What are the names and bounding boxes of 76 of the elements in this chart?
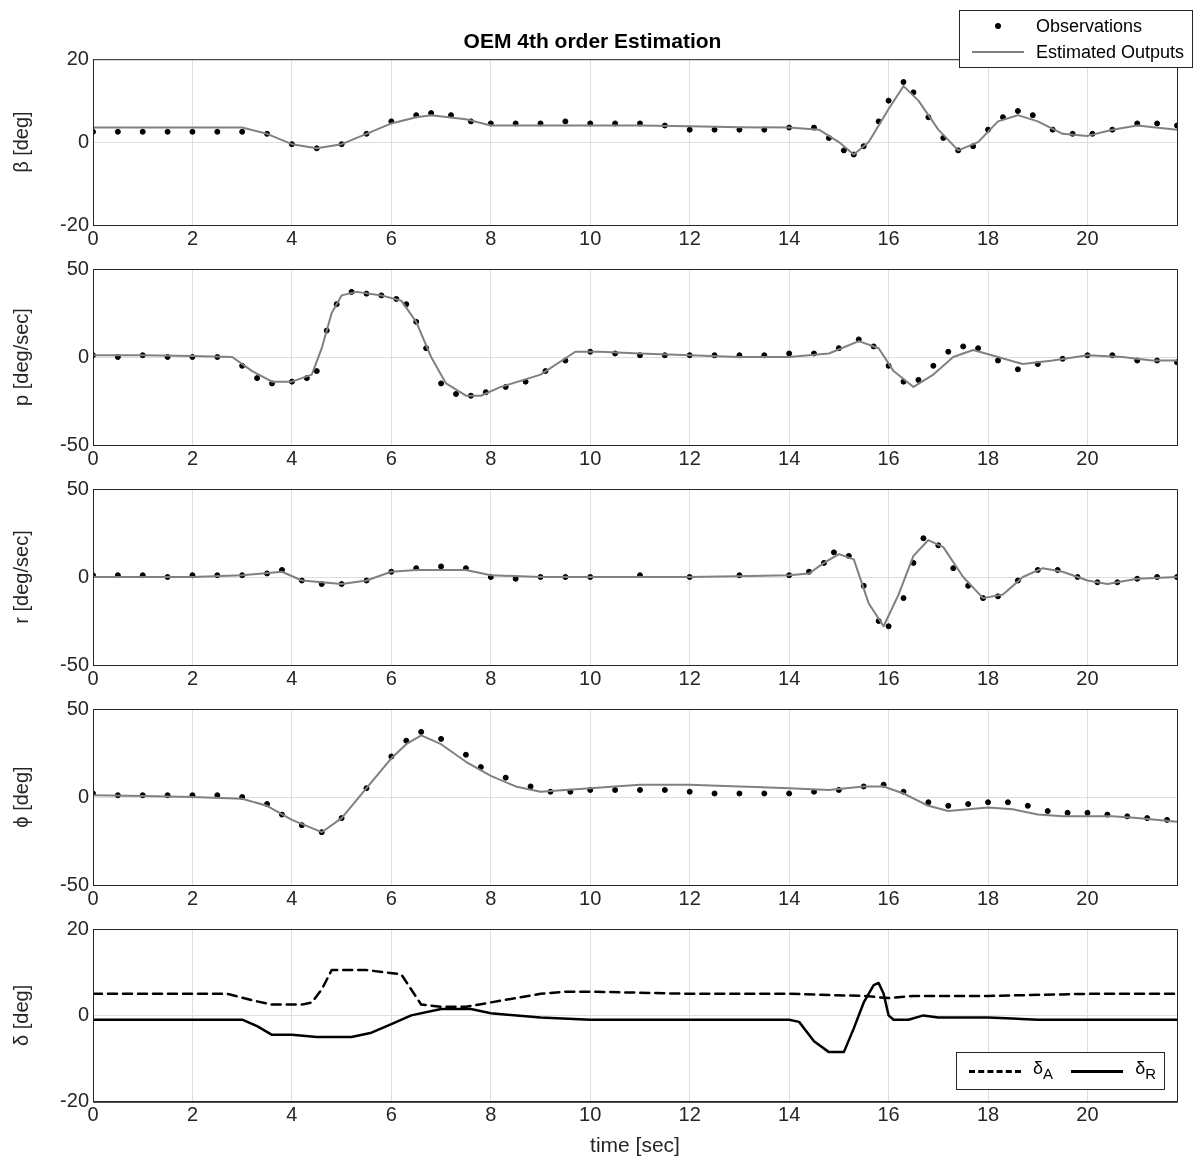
y-tick-label: 0 (77, 129, 89, 152)
x-tick-label: 20 (1076, 666, 1099, 689)
x-tick-label: 4 (286, 1103, 298, 1126)
x-tick-label: 8 (485, 1103, 497, 1126)
x-tick-label: 10 (579, 666, 602, 689)
x-tick-label: 8 (485, 226, 497, 249)
y-tick-label: 50 (66, 476, 89, 499)
x-tick-label: 18 (976, 1103, 1000, 1126)
x-tick-label: 6 (385, 886, 397, 909)
x-tick-label: 4 (286, 666, 298, 689)
y-axis-title: r [deg/sec] (9, 530, 32, 624)
x-tick-label: 6 (385, 446, 397, 469)
x-tick-label: 4 (286, 226, 298, 249)
x-tick-label: 16 (877, 1103, 900, 1126)
x-tick-label: 18 (976, 666, 1000, 689)
x-tick-label: 16 (877, 886, 900, 909)
x-tick-label: 20 (1076, 1103, 1099, 1126)
x-tick-label: 16 (877, 666, 900, 689)
x-tick-label: 20 (1076, 226, 1099, 249)
y-tick-label: -20 (60, 212, 89, 235)
x-tick-label: 4 (286, 886, 298, 909)
x-tick-label: 12 (678, 886, 701, 909)
x-tick-label: 10 (579, 1103, 602, 1126)
x-tick-label: 14 (778, 666, 801, 689)
y-tick-label: -50 (60, 432, 89, 455)
x-tick-label: 8 (485, 446, 497, 469)
x-tick-label: 2 (186, 1103, 199, 1126)
x-tick-label: 16 (877, 446, 900, 469)
y-axis-title: β [deg] (9, 111, 32, 173)
x-axis-title: time [sec] (590, 1133, 680, 1157)
x-tick-label: 10 (579, 886, 602, 909)
x-tick-label: 8 (485, 886, 497, 909)
x-tick-label: 2 (186, 666, 199, 689)
x-tick-label: 6 (385, 666, 397, 689)
x-tick-label: 16 (877, 226, 900, 249)
legend-label: δ$_{A}$ (1033, 1057, 1054, 1084)
x-tick-label: 8 (485, 666, 497, 689)
x-tick-label: 2 (186, 446, 199, 469)
x-tick-label: 20 (1076, 886, 1099, 909)
y-tick-label: 0 (77, 564, 89, 587)
x-tick-label: 14 (778, 226, 801, 249)
x-tick-label: 18 (976, 226, 1000, 249)
legend-label: Estimated Outputs (1035, 41, 1184, 64)
x-tick-label: 18 (976, 446, 1000, 469)
y-axis-title: ϕ [deg] (9, 766, 32, 828)
legend-label: Observations (1035, 15, 1142, 38)
x-tick-label: 14 (778, 886, 801, 909)
chart-title: OEM 4th order Estimation (463, 29, 722, 53)
y-tick-label: 50 (66, 256, 89, 279)
x-tick-label: 10 (579, 226, 602, 249)
y-axis-title: p [deg/sec] (9, 308, 32, 406)
x-tick-label: 20 (1076, 446, 1099, 469)
x-tick-label: 12 (678, 226, 701, 249)
x-tick-label: 12 (678, 666, 701, 689)
x-tick-label: 18 (976, 886, 1000, 909)
x-tick-label: 12 (678, 446, 701, 469)
y-tick-label: 50 (66, 696, 89, 719)
x-tick-label: 6 (385, 226, 397, 249)
legend-label: δ$_{R}$ (1135, 1057, 1156, 1084)
y-tick-label: -50 (60, 652, 89, 675)
y-tick-label: 0 (77, 1002, 89, 1025)
x-tick-label: 2 (186, 226, 199, 249)
y-axis-title: δ [deg] (9, 984, 32, 1046)
x-tick-label: 12 (678, 1103, 701, 1126)
x-tick-label: 2 (186, 886, 199, 909)
y-tick-label: 20 (66, 916, 89, 939)
x-tick-label: 4 (286, 446, 298, 469)
y-tick-label: 0 (77, 344, 89, 367)
y-tick-label: 20 (66, 46, 89, 69)
y-tick-label: 0 (77, 784, 89, 807)
x-tick-label: 10 (579, 446, 602, 469)
y-tick-label: -20 (60, 1089, 89, 1112)
y-tick-label: -50 (60, 872, 89, 895)
x-tick-label: 14 (778, 446, 801, 469)
x-tick-label: 14 (778, 1103, 801, 1126)
x-tick-label: 6 (385, 1103, 397, 1126)
